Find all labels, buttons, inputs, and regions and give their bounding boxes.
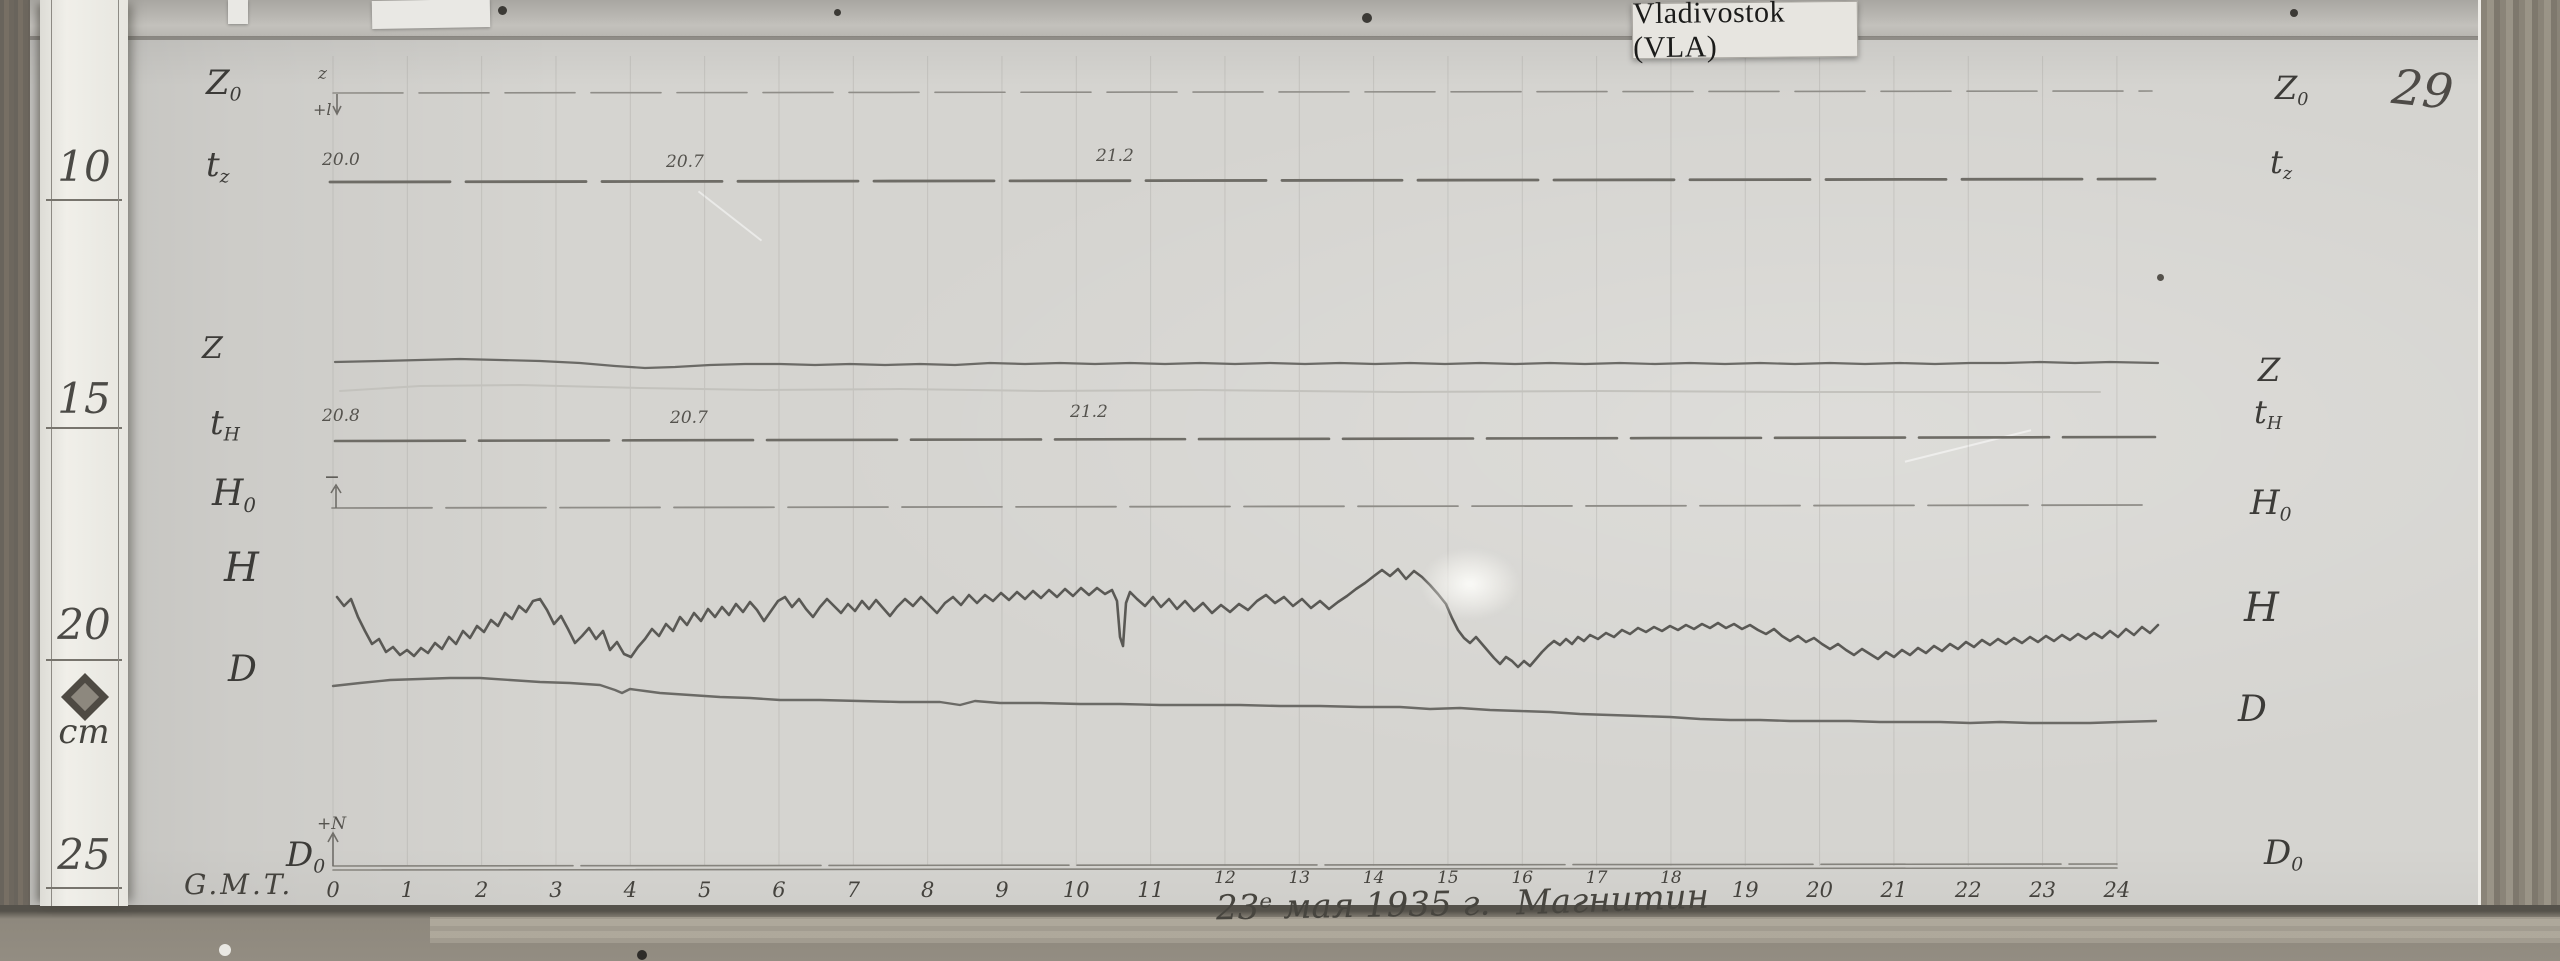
d0-baseline-upper	[332, 863, 2118, 867]
ruler-mark-25: 25	[57, 830, 111, 879]
hour-label-23: 23	[2029, 878, 2056, 902]
ruler-mark-20: 20	[57, 600, 111, 649]
hour-label-1: 1	[400, 878, 415, 902]
screw-dot	[637, 950, 647, 960]
ruler-unit-label: cm	[58, 712, 110, 752]
wood-slat	[430, 917, 2560, 943]
hour-label-10: 10	[1062, 878, 1090, 902]
hour-label-11: 11	[1137, 878, 1164, 902]
ruler-mark-15: 15	[57, 374, 111, 423]
ruler-tick	[46, 427, 122, 429]
trace-annotation: +l	[313, 100, 332, 119]
hour-label-3: 3	[549, 878, 563, 902]
gmt-axis-label: G.M.T.	[184, 868, 294, 901]
row-label-right-D0: D0	[2264, 833, 2304, 876]
row-label-left-Z: Z	[202, 331, 223, 366]
paper-top-edge-shadow	[28, 36, 2480, 40]
pin-dot	[834, 9, 841, 16]
pin-dot	[498, 6, 507, 15]
hour-label-15: 15	[1437, 868, 1459, 888]
tape-strip	[371, 0, 491, 30]
cm-ruler: 10 15 20 25 cm	[40, 0, 128, 906]
row-label-left-H: H	[224, 545, 259, 591]
ruler-tick	[46, 199, 122, 201]
faint-auxiliary-trace	[339, 384, 2101, 393]
ruler-tick	[46, 887, 122, 889]
hour-label-19: 19	[1731, 878, 1759, 902]
row-label-right-H: H	[2244, 585, 2279, 631]
trace-annotation: 20.7	[670, 408, 708, 428]
hour-label-14: 14	[1362, 868, 1385, 888]
trace-annotation: +N	[317, 814, 347, 834]
hour-label-20: 20	[1806, 878, 1833, 902]
ink-speck	[2157, 274, 2164, 281]
row-label-right-H0: H0	[2250, 483, 2292, 526]
H-trace	[335, 567, 2160, 669]
row-label-right-Z0: Z0	[2275, 69, 2309, 111]
row-label-left-D0: D0	[286, 835, 326, 878]
row-label-left-tH: tH	[210, 403, 240, 446]
D-trace	[331, 676, 2158, 725]
hour-label-13: 13	[1288, 868, 1311, 888]
z0-arrow-head	[332, 105, 342, 116]
station-label-text: Vladivostok (VLA)	[1632, 0, 1786, 65]
trace-annotation: 21.2	[1096, 146, 1134, 166]
hour-label-2: 2	[474, 878, 489, 902]
pin-dot	[2290, 9, 2298, 17]
hour-label-8: 8	[920, 878, 935, 902]
row-label-left-tz: tz	[206, 145, 230, 188]
hour-label-0: 0	[326, 878, 340, 902]
row-label-right-tz: tz	[2270, 143, 2293, 185]
Z-trace	[333, 357, 2160, 370]
hour-label-24: 24	[2103, 878, 2131, 902]
scratch-mark	[697, 190, 763, 242]
tz-baseline	[328, 177, 2157, 184]
hour-label-7: 7	[846, 878, 860, 902]
trace-annotation: 20.7	[666, 152, 704, 172]
hour-label-18: 18	[1660, 868, 1682, 888]
hour-label-6: 6	[772, 878, 786, 902]
d0-arrow-head	[327, 831, 339, 843]
hour-label-16: 16	[1511, 868, 1534, 888]
sheet-number: 29	[2389, 58, 2456, 122]
trace-annotation: 20.8	[322, 406, 360, 426]
th-baseline	[333, 435, 2157, 443]
hour-label-9: 9	[995, 878, 1009, 902]
hour-label-21: 21	[1880, 878, 1908, 902]
row-label-right-Z: Z	[2258, 351, 2281, 389]
row-label-left-H0: H0	[212, 473, 256, 517]
trace-annotation: 20.0	[322, 150, 360, 170]
paper-blemish	[1420, 548, 1520, 620]
h0-baseline	[331, 504, 2156, 509]
row-label-right-D: D	[2238, 689, 2267, 730]
station-label-card: Vladivostok (VLA)	[1631, 0, 1859, 64]
hour-label-4: 4	[623, 878, 637, 902]
hour-label-22: 22	[1954, 878, 1982, 902]
ruler-mark-10: 10	[57, 142, 111, 191]
ruler-tick	[46, 659, 122, 661]
hour-label-12: 12	[1214, 868, 1236, 888]
wood-frame-right	[2478, 0, 2560, 961]
trace-annotation: −	[324, 466, 340, 488]
row-label-left-Z0: Z0	[206, 63, 242, 106]
hour-label-17: 17	[1585, 868, 1608, 888]
scratch-mark	[1904, 429, 2032, 463]
trace-annotation: 21.2	[1070, 402, 1108, 422]
trace-annotation: z	[318, 64, 327, 84]
tape-strip-small	[228, 0, 248, 24]
bright-dot	[219, 944, 231, 956]
pin-dot	[1362, 13, 1372, 23]
z0-baseline	[332, 90, 2153, 94]
observer-signature: Магнитин	[1515, 876, 1710, 924]
row-label-right-tH: tH	[2254, 393, 2283, 435]
wood-frame-left	[0, 0, 30, 961]
date-inscription: 23ᵉ мая 1935 г.	[1215, 883, 1491, 929]
hour-label-5: 5	[697, 878, 712, 902]
row-label-left-D: D	[228, 649, 257, 690]
